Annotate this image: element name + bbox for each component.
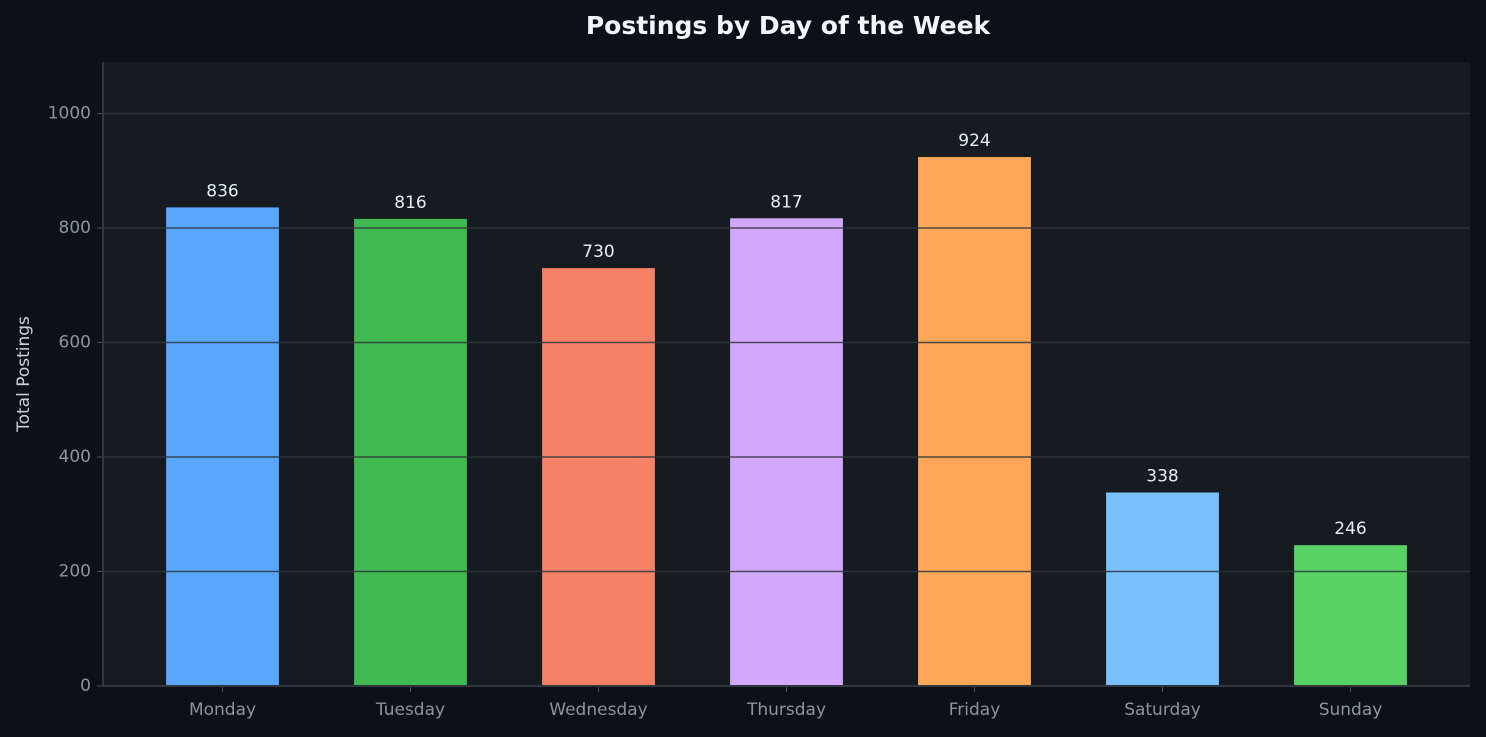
y-tick-label: 0 — [80, 676, 91, 696]
bar — [1294, 545, 1407, 686]
bar — [918, 157, 1031, 686]
chart-title: Postings by Day of the Week — [586, 11, 992, 40]
y-tick-label: 400 — [59, 447, 91, 467]
y-tick-label: 200 — [59, 562, 91, 582]
value-label: 817 — [770, 192, 802, 212]
value-label: 816 — [394, 193, 426, 213]
bar — [1106, 492, 1219, 686]
x-tick-label: Monday — [189, 700, 256, 720]
value-label: 924 — [958, 131, 990, 151]
bar — [166, 207, 279, 686]
y-tick-label: 800 — [59, 218, 91, 238]
value-label: 338 — [1146, 467, 1178, 487]
y-axis-label: Total Postings — [14, 316, 34, 433]
x-tick-label: Friday — [949, 700, 1001, 720]
bar — [542, 268, 655, 686]
bar — [354, 218, 467, 687]
x-tick-label: Wednesday — [549, 700, 647, 720]
x-tick-label: Sunday — [1319, 700, 1383, 720]
bar — [730, 218, 843, 686]
value-label: 730 — [582, 242, 614, 262]
x-tick-label: Tuesday — [375, 700, 445, 720]
y-tick-label: 1000 — [48, 104, 91, 124]
x-tick-label: Thursday — [746, 700, 826, 720]
value-label: 836 — [206, 181, 238, 201]
y-tick-label: 600 — [59, 333, 91, 353]
value-label: 246 — [1334, 519, 1366, 539]
x-tick-label: Saturday — [1124, 700, 1201, 720]
